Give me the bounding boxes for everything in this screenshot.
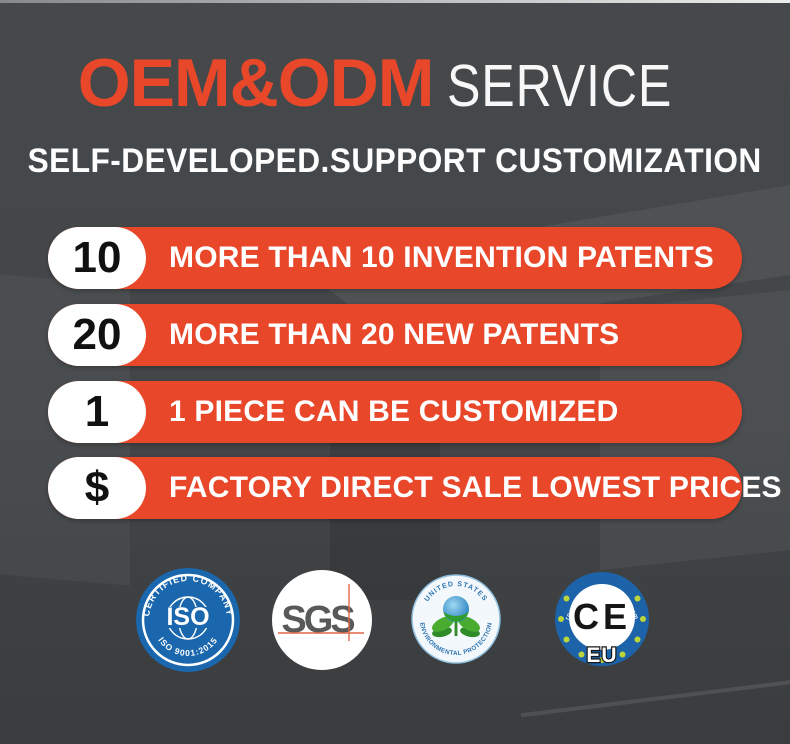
feature-label: MORE THAN 20 NEW PATENTS	[169, 318, 620, 351]
subtitle-text: SELF-DEVELOPED.SUPPORT CUSTOMIZATION	[27, 142, 763, 180]
ce-seal-icon: European Mark Of Conformity CE EU	[552, 567, 649, 668]
feature-label: 1 PIECE CAN BE CUSTOMIZED	[169, 395, 619, 428]
epa-flower-icon	[432, 596, 480, 638]
feature-label: FACTORY DIRECT SALE LOWEST PRICES	[169, 471, 782, 504]
feature-pill-invention-patents: 10 MORE THAN 10 INVENTION PATENTS	[48, 227, 742, 289]
sgs-label-text: SGS	[281, 599, 354, 641]
feature-badge: $	[48, 457, 146, 519]
epa-certification-badge: UNITED STATES ENVIRONMENTAL PROTECTION	[411, 574, 501, 669]
feature-badge: 10	[48, 227, 146, 289]
feature-pill-customized: 1 1 PIECE CAN BE CUSTOMIZED	[48, 381, 742, 443]
ce-mark-text: CE	[573, 596, 631, 637]
title-accent: OEM&ODM	[77, 45, 435, 121]
ce-star-ring-icon	[558, 595, 646, 663]
top-light-edge	[0, 0, 790, 3]
iso-seal-icon: CERTIFIED COMPANY ISO 9001:2015 ISO	[136, 568, 240, 672]
feature-label: MORE THAN 10 INVENTION PATENTS	[169, 241, 714, 274]
page-title: OEM&ODM SERVICE	[0, 44, 790, 122]
sgs-certification-badge: SGS	[272, 570, 372, 675]
feature-badge: 20	[48, 304, 146, 366]
feature-pill-new-patents: 20 MORE THAN 20 NEW PATENTS	[48, 304, 742, 366]
epa-seal-icon: UNITED STATES ENVIRONMENTAL PROTECTION	[411, 574, 501, 664]
iso-certification-badge: CERTIFIED COMPANY ISO 9001:2015 ISO	[135, 567, 241, 678]
ce-eu-text: EU	[586, 644, 617, 667]
building-edge-streak	[520, 676, 790, 718]
title-secondary: SERVICE	[447, 53, 673, 119]
ce-certification-badge: European Mark Of Conformity CE EU	[552, 567, 650, 672]
feature-badge: 1	[48, 381, 146, 443]
sgs-seal-icon: SGS	[272, 570, 372, 670]
subtitle: SELF-DEVELOPED.SUPPORT CUSTOMIZATION	[0, 142, 790, 181]
iso-center-text: ISO	[166, 603, 209, 631]
feature-pill-factory-price: $ FACTORY DIRECT SALE LOWEST PRICES	[48, 457, 782, 519]
